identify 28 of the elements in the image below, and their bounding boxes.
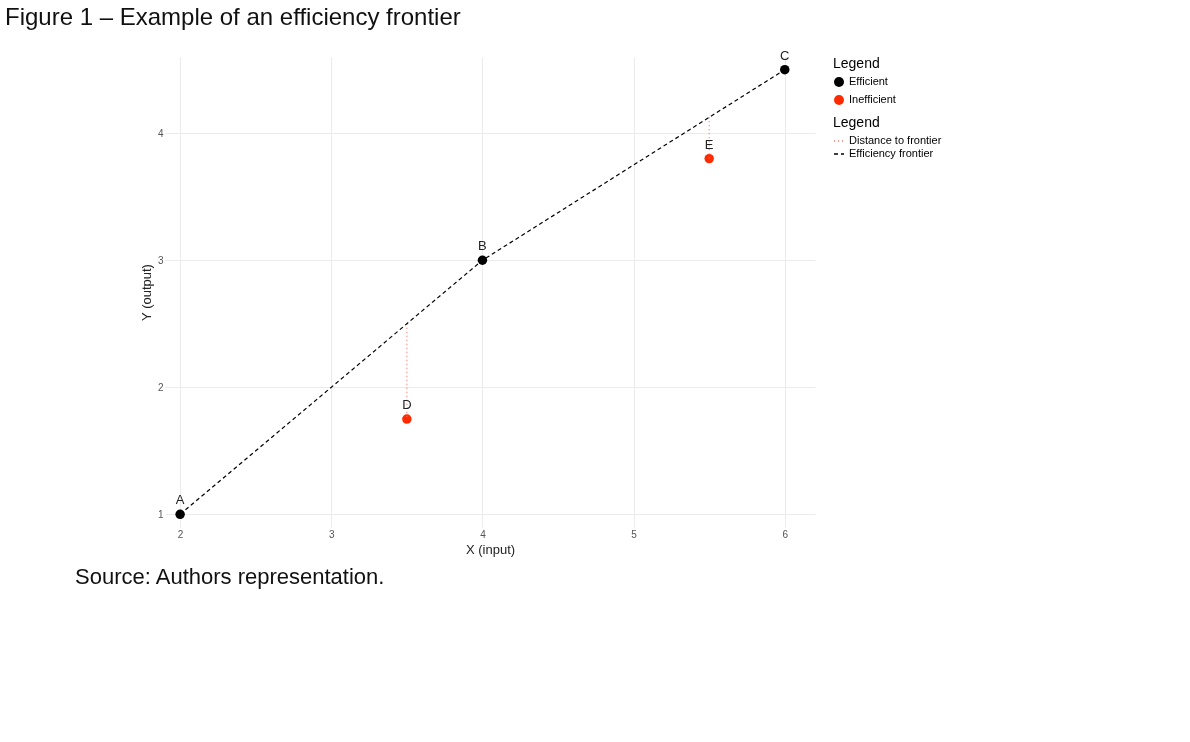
y-tick-label: 3	[157, 254, 164, 266]
x-tick-label: 6	[782, 528, 789, 540]
text: Legend	[833, 114, 880, 130]
point	[402, 414, 412, 424]
point	[704, 153, 714, 164]
legend-label: Efficiency frontier	[849, 147, 934, 159]
legend-label: Distance to frontier	[849, 134, 942, 146]
source-note: Source: Authors representation.	[75, 564, 385, 589]
y-tick-label: 1	[157, 508, 164, 520]
y-tick-label: 2	[157, 381, 164, 393]
annotation: B	[478, 238, 487, 254]
legend-title: Legend	[833, 55, 880, 71]
y-axis-title: Y (output)	[138, 264, 154, 321]
x-tick-label: 2	[177, 528, 184, 540]
y-tick-label: 4	[157, 127, 164, 139]
legend-label: Efficient	[849, 75, 888, 87]
annotation: A	[175, 492, 185, 508]
x-axis-title: X (input)	[465, 541, 516, 557]
x-tick-label: 5	[631, 528, 638, 540]
point	[477, 255, 488, 265]
point	[175, 509, 185, 520]
x-tick-label: 3	[329, 528, 335, 540]
chart-title: Figure 1 – Example of an efficiency frontier	[5, 2, 461, 30]
legend-label: Inefficient	[849, 93, 896, 105]
x-tick-label: 4	[480, 528, 487, 540]
annotation: C	[780, 47, 790, 63]
annotation: D	[402, 397, 412, 413]
annotation: E	[704, 136, 714, 152]
